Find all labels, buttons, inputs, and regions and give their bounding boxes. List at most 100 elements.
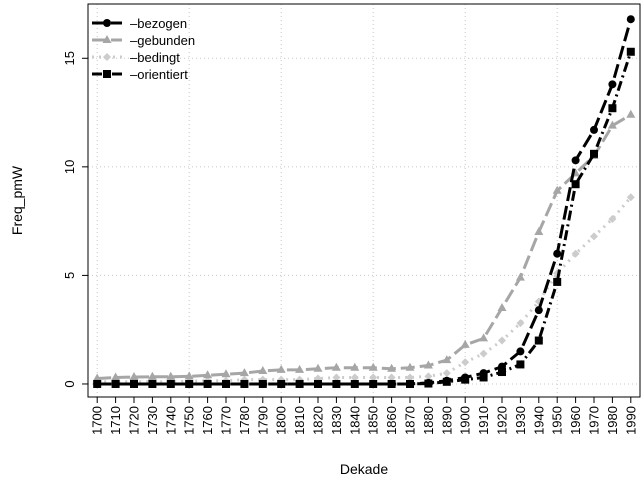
x-tick-label: 1890 — [439, 406, 454, 435]
legend-marker — [103, 53, 111, 61]
y-tick-label: 15 — [62, 51, 77, 65]
data-point — [515, 272, 525, 281]
data-point — [534, 226, 544, 235]
series-line — [97, 51, 633, 386]
data-point — [111, 372, 121, 381]
data-point — [350, 362, 360, 371]
data-point — [387, 379, 396, 388]
data-point — [368, 362, 378, 371]
data-point — [184, 371, 194, 380]
data-point — [92, 373, 102, 382]
data-point — [516, 319, 525, 328]
x-tick-label: 1700 — [90, 406, 105, 435]
x-tick-label: 1710 — [108, 406, 123, 435]
data-point — [553, 277, 562, 286]
data-point — [369, 373, 378, 382]
x-tick-label: 1860 — [384, 406, 399, 435]
legend-item: –bezogen — [92, 16, 187, 31]
data-point — [608, 214, 617, 223]
x-tick-label: 1820 — [311, 406, 326, 435]
legend-item: –gebunden — [92, 33, 195, 48]
legend-label: –bezogen — [130, 16, 187, 31]
x-tick-label: 1830 — [329, 406, 344, 435]
data-point — [405, 362, 415, 371]
plot-frame — [87, 3, 641, 398]
data-point — [148, 379, 157, 388]
legend-marker — [103, 70, 111, 78]
data-point — [626, 15, 635, 24]
data-point — [147, 371, 157, 380]
x-tick-label: 1810 — [292, 406, 307, 435]
data-point — [498, 336, 506, 345]
data-point — [350, 373, 359, 382]
data-point — [571, 156, 580, 165]
legend-marker — [102, 35, 112, 43]
series-1 — [93, 15, 635, 388]
x-tick-label: 1960 — [568, 406, 583, 435]
data-point — [406, 379, 414, 388]
data-point — [516, 360, 525, 369]
x-tick-label: 1840 — [347, 406, 362, 435]
data-point — [423, 360, 433, 369]
data-point — [497, 302, 507, 311]
series-group — [92, 15, 636, 388]
data-point — [498, 368, 506, 377]
legend-label: –gebunden — [130, 33, 195, 48]
data-point — [590, 232, 598, 241]
x-tick-label: 1780 — [237, 406, 252, 435]
data-point — [203, 370, 213, 379]
data-point — [332, 379, 341, 388]
x-tick-label: 1950 — [550, 406, 565, 435]
legend-item: –bedingt — [92, 50, 180, 65]
data-point — [93, 379, 102, 388]
data-point — [534, 306, 543, 315]
data-point — [571, 249, 580, 258]
axes: 1700 1710 1720 1730 1740 1750 1760 1770 1780 1790… — [62, 51, 638, 435]
data-point — [111, 379, 120, 388]
y-tick-label: 10 — [62, 160, 77, 174]
data-point — [608, 104, 617, 113]
data-point — [313, 363, 323, 372]
series-line — [97, 196, 632, 384]
data-point — [424, 378, 433, 387]
data-point — [442, 376, 451, 385]
x-tick-label: 1880 — [421, 406, 436, 435]
data-point — [479, 333, 489, 342]
legend-label: –bedingt — [130, 50, 180, 65]
x-tick-label: 1970 — [587, 406, 602, 435]
data-point — [442, 369, 451, 378]
data-point — [276, 364, 286, 373]
data-point — [240, 379, 249, 388]
data-point — [626, 109, 636, 118]
x-tick-label: 1850 — [366, 406, 381, 435]
data-point — [222, 379, 230, 388]
legend-marker — [103, 19, 111, 27]
data-point — [498, 362, 506, 371]
data-point — [331, 362, 341, 371]
x-tick-label: 1940 — [531, 406, 546, 435]
data-point — [166, 371, 176, 380]
x-tick-label: 1790 — [255, 406, 270, 435]
data-point — [350, 379, 359, 388]
x-tick-label: 1760 — [200, 406, 215, 435]
data-point — [590, 149, 598, 158]
x-tick-label: 1930 — [513, 406, 528, 435]
data-point — [129, 372, 139, 381]
data-point — [571, 180, 580, 189]
data-point — [314, 379, 322, 388]
data-point — [608, 80, 617, 89]
data-point — [130, 379, 138, 388]
x-tick-label: 1770 — [219, 406, 234, 435]
data-point — [553, 249, 562, 258]
y-tick-label: 5 — [62, 272, 77, 279]
data-point — [332, 373, 341, 382]
data-point — [461, 373, 470, 382]
data-point — [626, 47, 635, 56]
series-4 — [93, 47, 635, 388]
x-tick-label: 1910 — [476, 406, 491, 435]
data-point — [442, 355, 452, 364]
x-tick-label: 1870 — [403, 406, 418, 435]
x-tick-label: 1990 — [623, 406, 638, 435]
data-point — [295, 379, 304, 388]
